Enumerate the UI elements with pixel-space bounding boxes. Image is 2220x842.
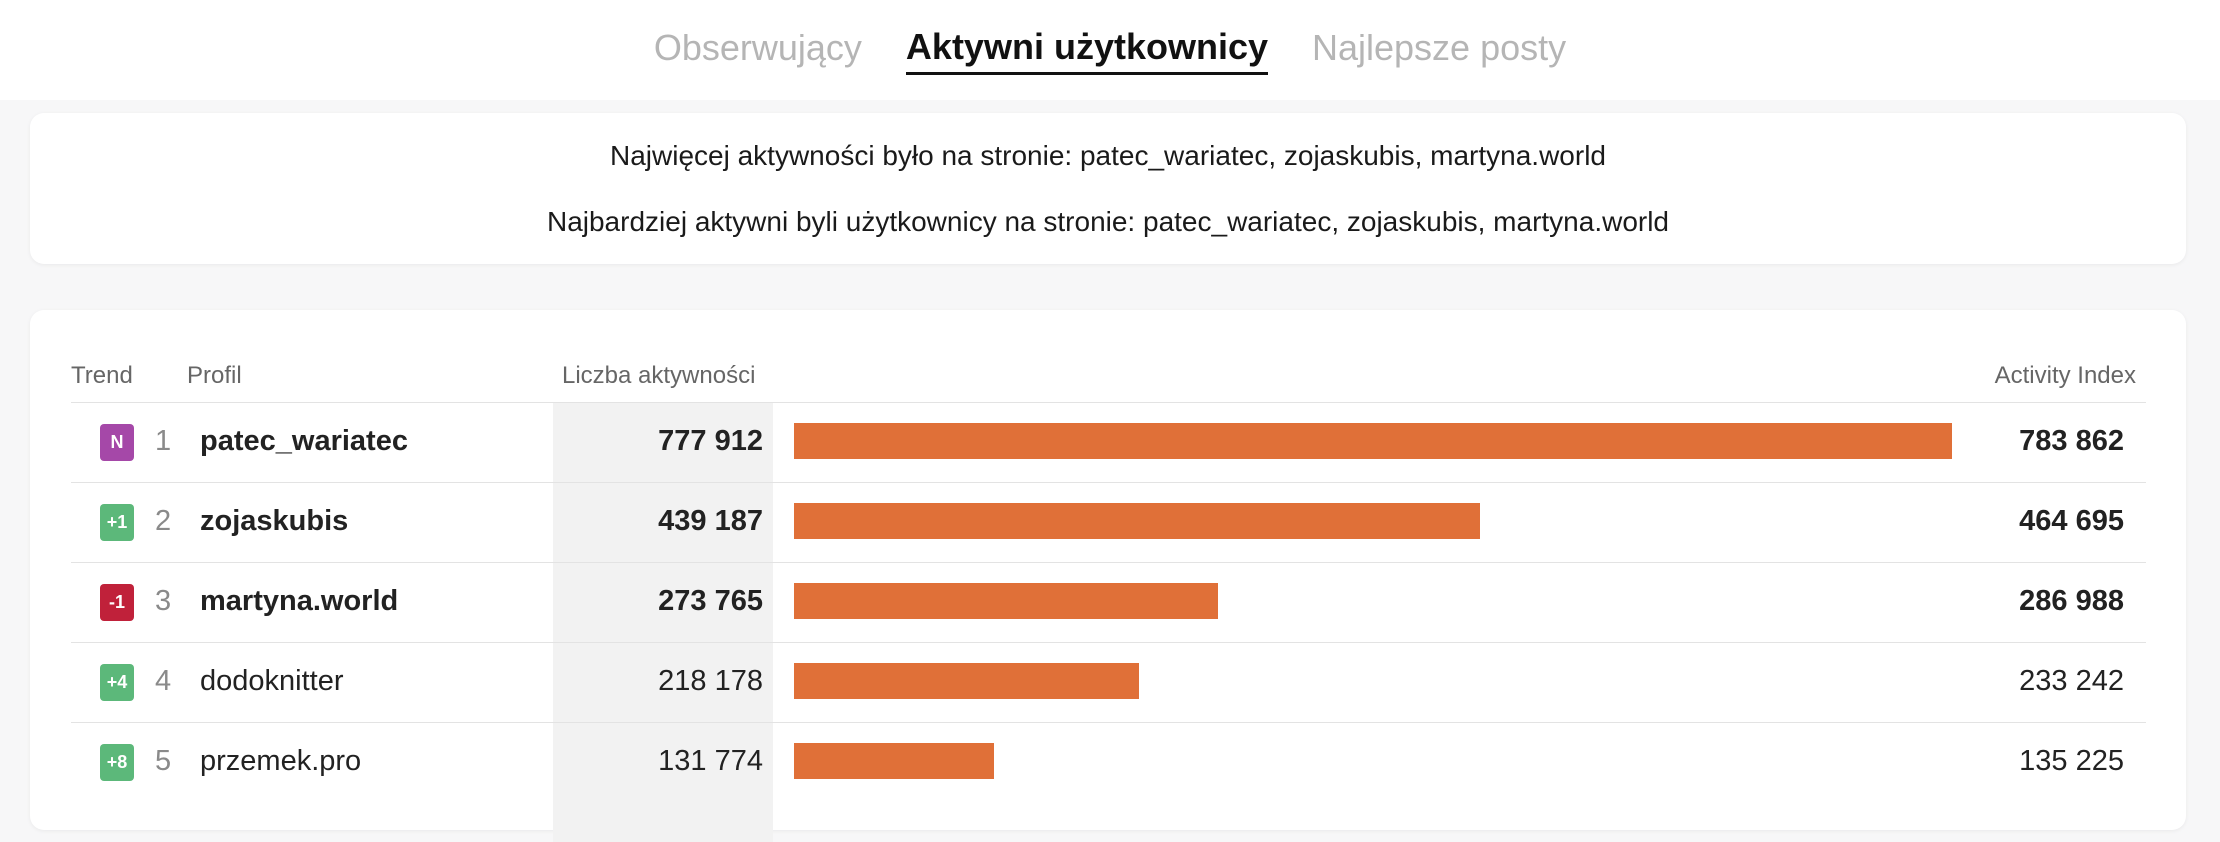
activity-index-value: 233 242 bbox=[2019, 665, 2124, 697]
rank-number: 4 bbox=[155, 665, 172, 697]
header-activity-index[interactable]: Activity Index bbox=[1994, 362, 2136, 389]
header-profile[interactable]: Profil bbox=[187, 362, 242, 389]
profile-name[interactable]: dodoknitter bbox=[200, 665, 344, 697]
tab-top-posts[interactable]: Najlepsze posty bbox=[1312, 27, 1567, 68]
rank-number: 2 bbox=[155, 505, 172, 537]
profile-name[interactable]: zojaskubis bbox=[200, 505, 349, 537]
activity-count: 218 178 bbox=[658, 665, 763, 697]
activity-count-column-highlight bbox=[553, 402, 773, 842]
activity-index-bar bbox=[794, 743, 994, 779]
activity-count: 131 774 bbox=[658, 745, 763, 777]
trend-badge: +1 bbox=[100, 504, 134, 541]
header-trend[interactable]: Trend bbox=[71, 362, 133, 389]
table-body: N 1 patec_wariatec 777 912 783 862 +1 2 zojasku… bbox=[71, 402, 2146, 802]
activity-index-value: 286 988 bbox=[2019, 585, 2124, 617]
summary-most-activity: Najwięcej aktywności było na stronie: pa… bbox=[610, 139, 1606, 171]
active-users-table: Trend Profil Liczba aktywności Activity … bbox=[30, 310, 2186, 842]
summary-card: Najwięcej aktywności było na stronie: pa… bbox=[30, 113, 2186, 264]
activity-count: 439 187 bbox=[658, 505, 763, 537]
activity-index-bar bbox=[794, 423, 1952, 459]
activity-index-bar bbox=[794, 503, 1480, 539]
tab-active-users[interactable]: Aktywni użytkownicy bbox=[905, 26, 1268, 75]
activity-index-value: 783 862 bbox=[2019, 425, 2124, 457]
rank-number: 3 bbox=[155, 585, 172, 617]
activity-index-value: 464 695 bbox=[2019, 505, 2124, 537]
table-row[interactable]: N 1 patec_wariatec 777 912 783 862 bbox=[71, 402, 2146, 482]
trend-badge: +8 bbox=[100, 744, 134, 781]
tab-bar: Obserwujący Aktywni użytkownicy Najlepsz… bbox=[0, 0, 2220, 100]
rank-number: 5 bbox=[155, 745, 172, 777]
activity-count: 273 765 bbox=[658, 585, 763, 617]
table-row[interactable]: +8 5 przemek.pro 131 774 135 225 bbox=[71, 722, 2146, 802]
trend-badge: N bbox=[100, 424, 134, 461]
tab-followers[interactable]: Obserwujący bbox=[653, 27, 862, 68]
table-row[interactable]: -1 3 martyna.world 273 765 286 988 bbox=[71, 562, 2146, 642]
activity-index-bar bbox=[794, 583, 1218, 619]
trend-badge: +4 bbox=[100, 664, 134, 701]
table-row[interactable]: +1 2 zojaskubis 439 187 464 695 bbox=[71, 482, 2146, 562]
table-row[interactable]: +4 4 dodoknitter 218 178 233 242 bbox=[71, 642, 2146, 722]
header-activity-count[interactable]: Liczba aktywności bbox=[562, 362, 756, 389]
rank-number: 1 bbox=[155, 425, 172, 457]
summary-most-active-users: Najbardziej aktywni byli użytkownicy na … bbox=[546, 205, 1670, 237]
profile-name[interactable]: przemek.pro bbox=[200, 745, 362, 777]
profile-name[interactable]: patec_wariatec bbox=[200, 425, 408, 457]
activity-count: 777 912 bbox=[658, 425, 763, 457]
profile-name[interactable]: martyna.world bbox=[200, 585, 399, 617]
activity-index-value: 135 225 bbox=[2019, 745, 2124, 777]
trend-badge: -1 bbox=[100, 584, 134, 621]
activity-index-bar bbox=[794, 663, 1139, 699]
